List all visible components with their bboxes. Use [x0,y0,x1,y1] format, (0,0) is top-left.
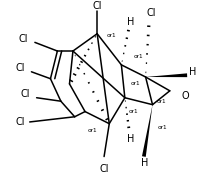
Text: or1: or1 [130,81,140,86]
Text: H: H [141,158,149,168]
Text: Cl: Cl [92,1,102,11]
Text: H: H [127,134,135,144]
Text: Cl: Cl [20,89,30,99]
Text: O: O [182,91,190,101]
Text: or1: or1 [129,109,138,114]
Text: Cl: Cl [99,164,109,174]
Text: or1: or1 [87,128,97,133]
Text: or1: or1 [156,99,166,104]
Text: H: H [189,67,196,77]
Text: Cl: Cl [15,117,24,127]
Text: or1: or1 [158,125,168,130]
Text: Cl: Cl [146,8,156,18]
Text: or1: or1 [106,33,116,38]
Text: or1: or1 [134,54,143,59]
Polygon shape [142,105,153,157]
Text: Cl: Cl [18,34,28,44]
Polygon shape [146,73,187,77]
Text: H: H [127,17,135,27]
Text: Cl: Cl [15,63,24,73]
